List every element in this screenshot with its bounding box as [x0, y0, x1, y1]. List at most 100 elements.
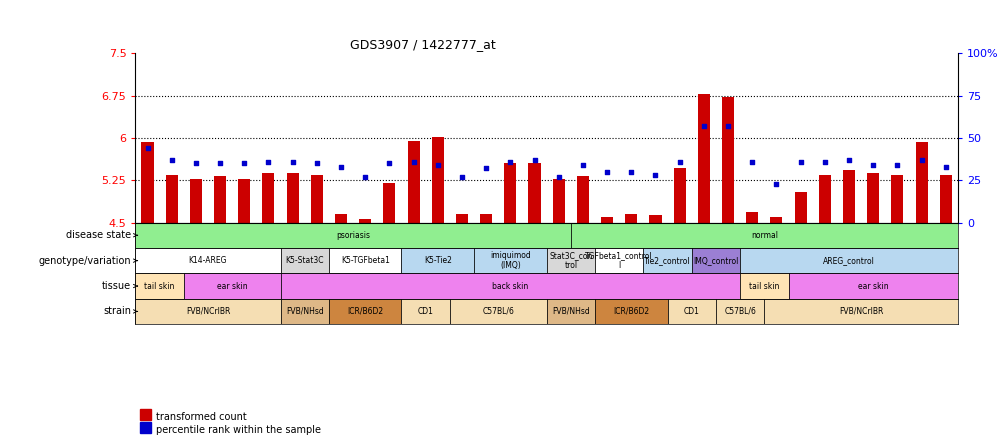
Point [816, 158, 832, 165]
Text: TGFbeta1_control
l: TGFbeta1_control l [585, 251, 652, 270]
Point [309, 160, 325, 167]
Point [478, 165, 494, 172]
Bar [504, 163, 516, 222]
Bar [401, 248, 474, 274]
Bar [739, 274, 788, 299]
Point [429, 162, 445, 169]
Point [187, 160, 203, 167]
Bar [697, 94, 709, 222]
Point [743, 158, 760, 165]
Bar [281, 274, 739, 299]
Text: K14-AREG: K14-AREG [188, 256, 227, 265]
Bar [431, 137, 444, 222]
Bar [189, 178, 201, 222]
Point [333, 163, 349, 170]
Bar [546, 299, 594, 324]
Text: K5-Stat3C: K5-Stat3C [286, 256, 324, 265]
Text: CD1: CD1 [683, 307, 699, 316]
Point [937, 163, 953, 170]
Bar [407, 141, 419, 222]
Bar [642, 248, 691, 274]
Text: normal: normal [750, 231, 778, 240]
Point [865, 162, 881, 169]
Bar [667, 299, 715, 324]
Text: Stat3C_con
trol: Stat3C_con trol [548, 251, 592, 270]
Text: K5-TGFbeta1: K5-TGFbeta1 [341, 256, 389, 265]
Bar [383, 183, 395, 222]
Bar [135, 274, 183, 299]
Text: FVB/NCrIBR: FVB/NCrIBR [185, 307, 229, 316]
Bar [794, 191, 806, 222]
Bar [359, 218, 371, 222]
Point [454, 173, 470, 180]
Text: Tie2_control: Tie2_control [643, 256, 690, 265]
Bar [867, 173, 879, 222]
Point [840, 156, 856, 163]
Bar [311, 174, 323, 222]
Text: ICR/B6D2: ICR/B6D2 [612, 307, 648, 316]
Bar [401, 299, 450, 324]
Bar [649, 215, 661, 222]
Text: imiquimod
(IMQ): imiquimod (IMQ) [490, 251, 530, 270]
Bar [624, 214, 636, 222]
Point [768, 180, 784, 187]
Point [285, 158, 301, 165]
Point [163, 156, 179, 163]
Bar [594, 248, 642, 274]
Bar [770, 217, 782, 222]
Bar [183, 274, 281, 299]
Bar [287, 174, 299, 222]
Text: ear skin: ear skin [857, 281, 888, 290]
Bar [715, 299, 764, 324]
Bar [281, 248, 329, 274]
Bar [745, 212, 758, 222]
Bar [594, 299, 667, 324]
Bar [739, 248, 957, 274]
Point [647, 172, 663, 179]
Bar [135, 248, 281, 274]
Point [889, 162, 905, 169]
Point [574, 162, 590, 169]
Point [381, 160, 397, 167]
Text: IMQ_control: IMQ_control [692, 256, 737, 265]
Text: psoriasis: psoriasis [336, 231, 370, 240]
Bar [552, 178, 564, 222]
Bar [891, 174, 903, 222]
Bar [450, 299, 546, 324]
Bar [721, 97, 733, 222]
Text: C57BL/6: C57BL/6 [723, 307, 756, 316]
Text: CD1: CD1 [417, 307, 433, 316]
Bar [673, 168, 685, 222]
Point [913, 156, 929, 163]
Point [236, 160, 253, 167]
Bar [570, 222, 957, 248]
Bar [474, 248, 546, 274]
Bar [915, 143, 927, 222]
Point [550, 173, 566, 180]
Point [695, 123, 711, 130]
Point [357, 173, 373, 180]
Point [526, 156, 542, 163]
Bar [141, 143, 153, 222]
Bar [335, 214, 347, 222]
Text: AREG_control: AREG_control [823, 256, 874, 265]
Point [211, 160, 227, 167]
Text: FVB/NCrIBR: FVB/NCrIBR [838, 307, 883, 316]
Bar [165, 174, 177, 222]
Bar [263, 174, 275, 222]
Point [671, 158, 687, 165]
Bar [238, 178, 250, 222]
Text: tail skin: tail skin [748, 281, 779, 290]
Text: FVB/NHsd: FVB/NHsd [286, 307, 324, 316]
Bar [480, 214, 492, 222]
Point [598, 168, 614, 175]
Bar [764, 299, 957, 324]
Bar [281, 299, 329, 324]
Bar [329, 248, 401, 274]
Legend: transformed count, percentile rank within the sample: transformed count, percentile rank withi… [140, 412, 321, 435]
Bar [329, 299, 401, 324]
Bar [939, 174, 951, 222]
Bar [135, 299, 281, 324]
Bar [818, 174, 830, 222]
Bar [576, 176, 588, 222]
